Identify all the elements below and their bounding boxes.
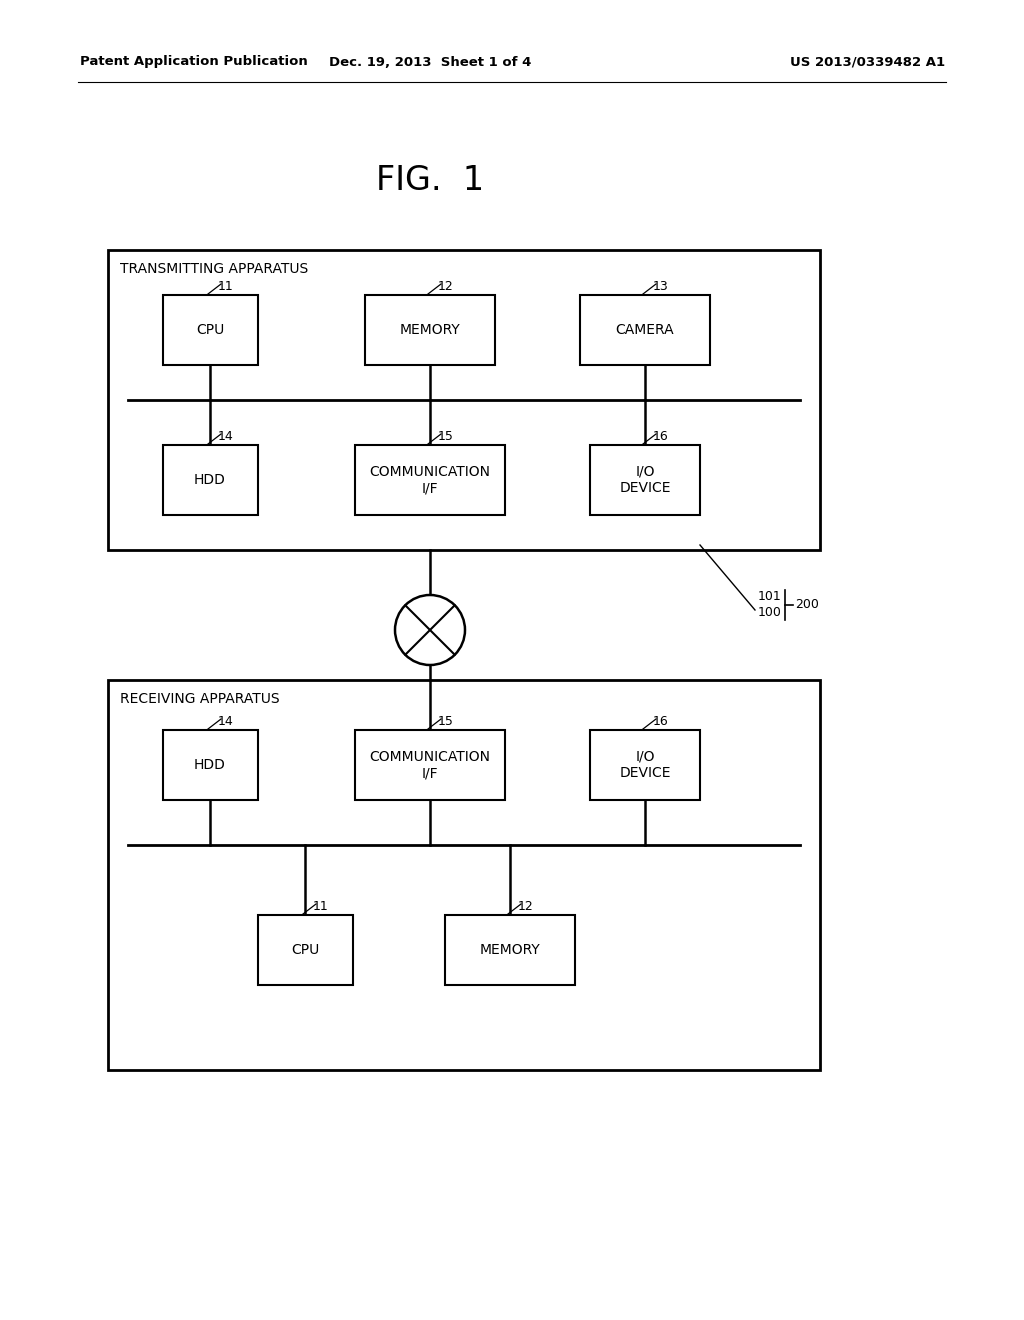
Text: CAMERA: CAMERA <box>615 323 675 337</box>
Text: 16: 16 <box>653 715 669 729</box>
Text: CPU: CPU <box>291 942 319 957</box>
Circle shape <box>395 595 465 665</box>
Text: HDD: HDD <box>195 473 226 487</box>
Bar <box>590 730 700 800</box>
Text: FIG.  1: FIG. 1 <box>376 164 484 197</box>
Text: 100: 100 <box>758 606 782 619</box>
Text: 14: 14 <box>218 430 233 444</box>
Text: 16: 16 <box>653 430 669 444</box>
Text: 13: 13 <box>653 280 669 293</box>
Text: RECEIVING APPARATUS: RECEIVING APPARATUS <box>120 692 280 706</box>
Text: Patent Application Publication: Patent Application Publication <box>80 55 308 69</box>
Text: US 2013/0339482 A1: US 2013/0339482 A1 <box>790 55 945 69</box>
Text: Dec. 19, 2013  Sheet 1 of 4: Dec. 19, 2013 Sheet 1 of 4 <box>329 55 531 69</box>
Bar <box>590 445 700 515</box>
Bar <box>580 294 710 366</box>
Bar <box>163 730 257 800</box>
Text: I/O
DEVICE: I/O DEVICE <box>620 465 671 495</box>
Text: MEMORY: MEMORY <box>399 323 461 337</box>
Bar <box>163 294 257 366</box>
Text: 15: 15 <box>438 430 454 444</box>
Bar <box>257 915 352 985</box>
Text: TRANSMITTING APPARATUS: TRANSMITTING APPARATUS <box>120 261 308 276</box>
Bar <box>355 445 505 515</box>
Bar <box>445 915 575 985</box>
Bar <box>108 680 820 1071</box>
Text: 12: 12 <box>438 280 454 293</box>
Text: MEMORY: MEMORY <box>479 942 541 957</box>
Bar <box>163 445 257 515</box>
Bar <box>355 730 505 800</box>
Text: 14: 14 <box>218 715 233 729</box>
Text: 15: 15 <box>438 715 454 729</box>
Bar <box>365 294 495 366</box>
Text: COMMUNICATION
I/F: COMMUNICATION I/F <box>370 465 490 495</box>
Text: 101: 101 <box>758 590 781 602</box>
Bar <box>108 249 820 550</box>
Text: I/O
DEVICE: I/O DEVICE <box>620 750 671 780</box>
Text: 12: 12 <box>518 900 534 913</box>
Text: 11: 11 <box>218 280 233 293</box>
Text: CPU: CPU <box>196 323 224 337</box>
Text: 200: 200 <box>795 598 819 611</box>
Text: HDD: HDD <box>195 758 226 772</box>
Text: COMMUNICATION
I/F: COMMUNICATION I/F <box>370 750 490 780</box>
Text: 11: 11 <box>313 900 329 913</box>
